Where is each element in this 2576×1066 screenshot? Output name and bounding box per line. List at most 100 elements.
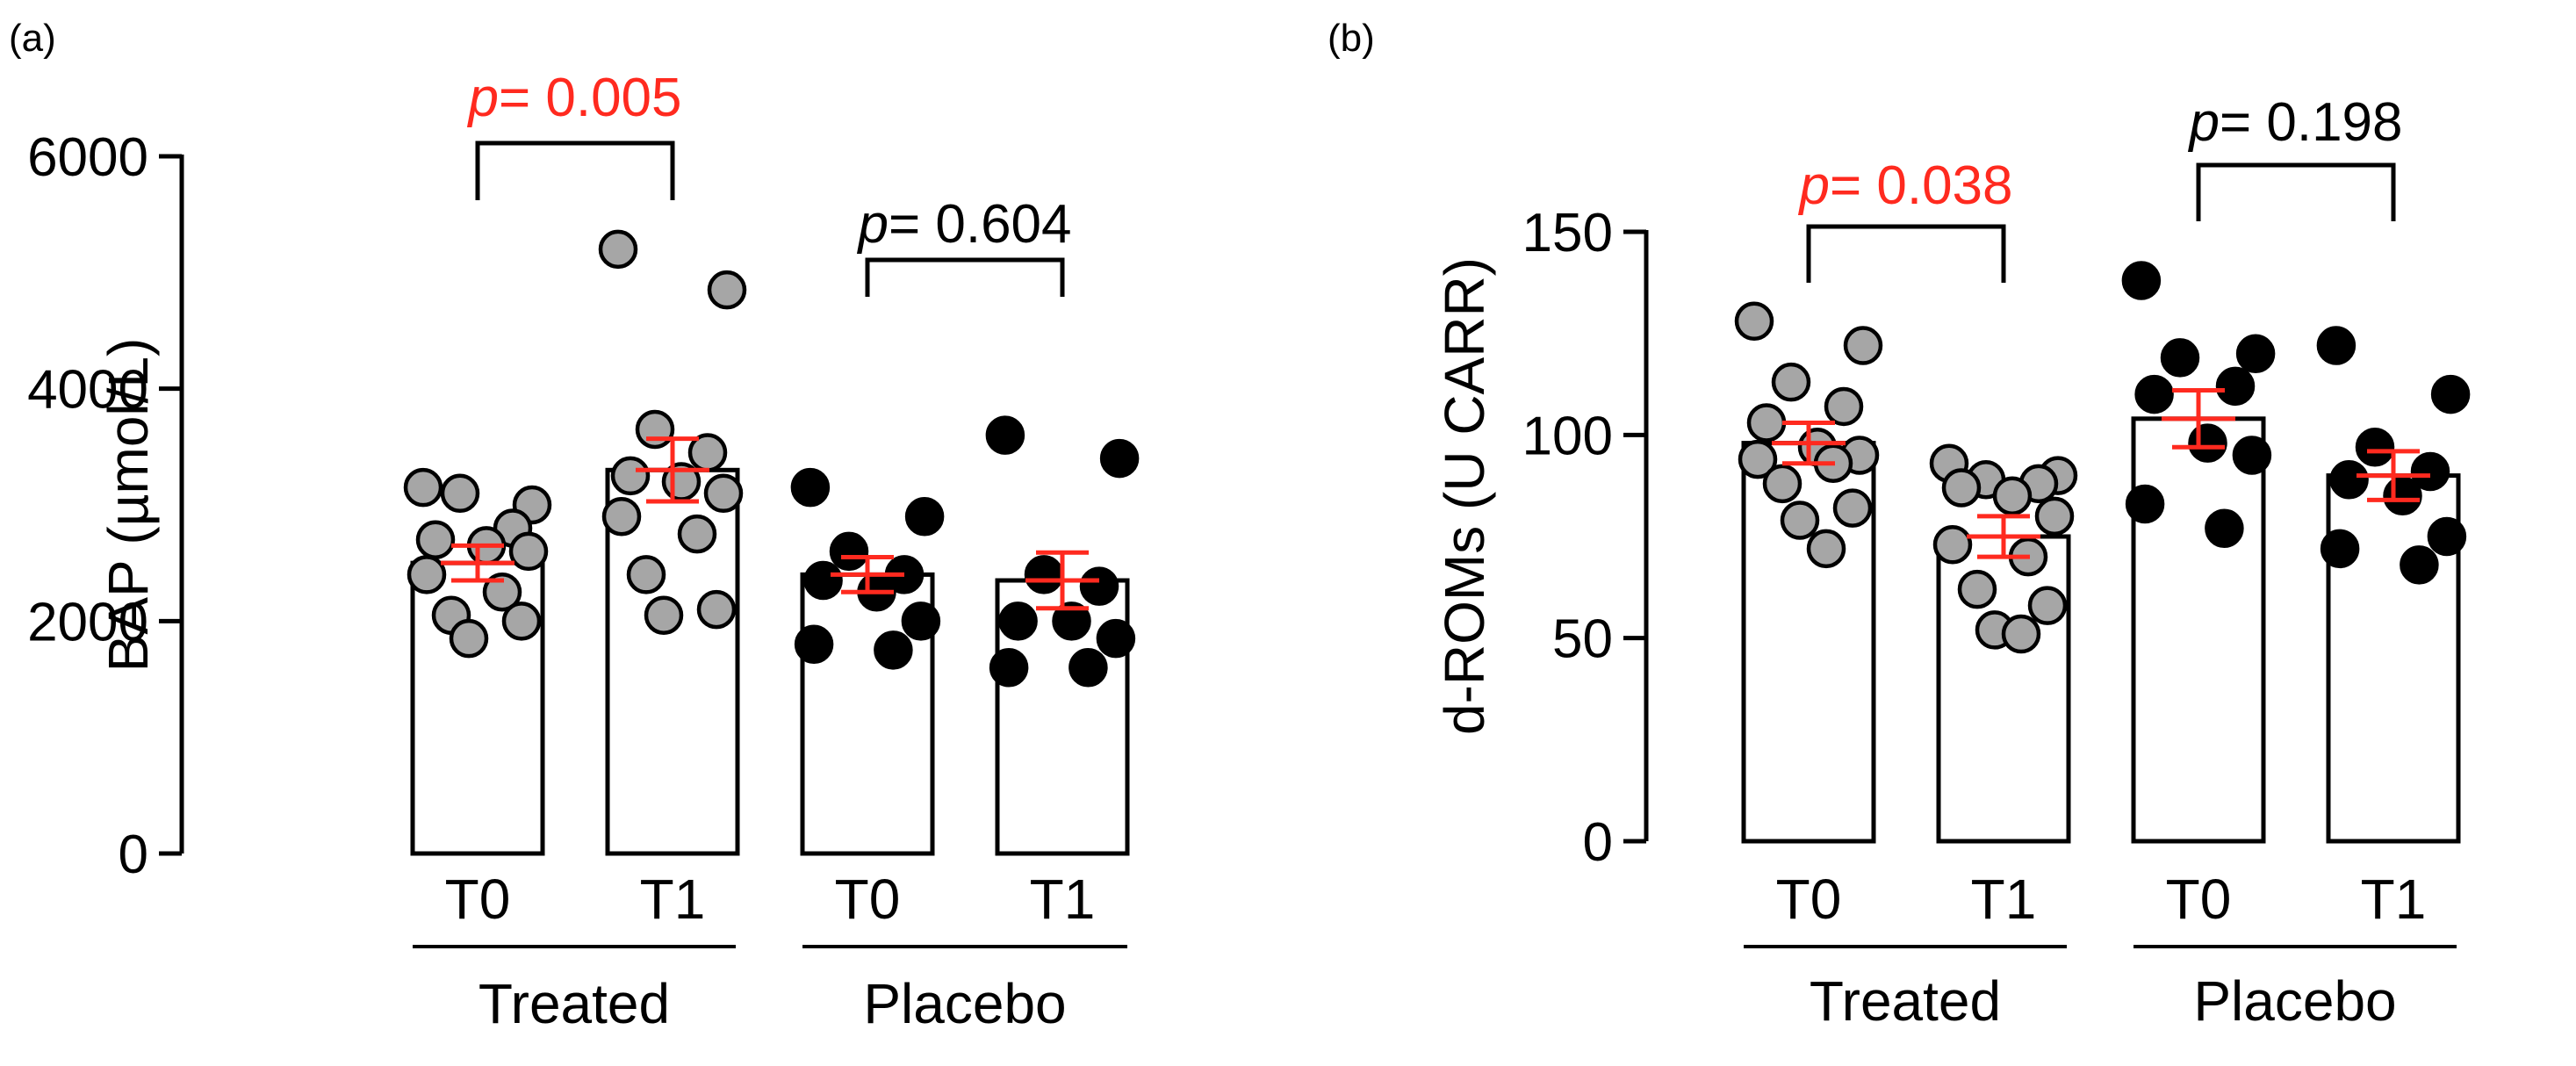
- data-point: [2320, 529, 2360, 569]
- data-point: [874, 630, 913, 670]
- data-point: [829, 531, 869, 572]
- data-point: [2121, 261, 2162, 300]
- data-point: [2232, 436, 2272, 475]
- significance-bracket: [1806, 224, 2006, 283]
- data-point: [1734, 301, 1774, 342]
- x-tick-label: T0: [445, 868, 511, 931]
- error-bar-3: [1025, 550, 1099, 611]
- data-point: [2001, 614, 2041, 654]
- data-point: [2235, 334, 2276, 374]
- data-point: [794, 624, 834, 665]
- data-point: [598, 229, 638, 270]
- data-point: [985, 415, 1025, 455]
- x-tick-label: T0: [835, 868, 901, 931]
- data-point: [2355, 427, 2395, 467]
- p-value-label: p= 0.604: [856, 194, 1071, 255]
- y-tick-label: 2000: [27, 592, 148, 652]
- p-value-symbol: p: [2187, 92, 2219, 153]
- data-point: [677, 514, 717, 554]
- data-point: [1780, 501, 1820, 540]
- data-point: [2410, 451, 2450, 492]
- error-bar-2: [2162, 387, 2235, 450]
- data-point: [635, 409, 675, 450]
- error-bar-1: [1967, 514, 2040, 559]
- data-point: [2329, 459, 2369, 500]
- data-point: [1069, 648, 1108, 688]
- y-axis-title: d-ROMs (U CARR): [1433, 257, 1496, 735]
- error-bar-1: [636, 436, 709, 504]
- data-point: [449, 618, 489, 659]
- p-value-symbol: p: [856, 194, 888, 255]
- data-point: [601, 496, 642, 537]
- error-bar-0: [1772, 420, 1846, 466]
- data-point: [2383, 476, 2422, 515]
- data-point: [989, 648, 1029, 688]
- data-point: [1052, 601, 1091, 641]
- data-point: [440, 473, 480, 514]
- x-tick-label: T1: [640, 868, 706, 931]
- data-point: [2160, 338, 2200, 378]
- error-bar-2: [831, 555, 904, 594]
- data-point: [2134, 374, 2174, 414]
- data-point: [1992, 476, 2033, 515]
- p-value-label: p= 0.005: [466, 68, 681, 128]
- x-tick-label: T1: [1971, 868, 2037, 931]
- p-value-number: = 0.005: [499, 68, 682, 128]
- data-point: [2188, 423, 2227, 463]
- data-point: [1771, 362, 1811, 402]
- y-tick-label: 0: [119, 825, 148, 885]
- y-tick-label: 0: [1583, 812, 1613, 873]
- data-point: [1824, 386, 1864, 427]
- data-point: [644, 595, 684, 635]
- error-bar-3: [2357, 449, 2430, 502]
- y-axis-title: BAP (µmol/L): [97, 338, 160, 673]
- group-label: Placebo: [863, 972, 1066, 1035]
- data-point: [707, 270, 747, 310]
- data-point: [1932, 525, 1973, 565]
- y-tick-label: 100: [1522, 406, 1613, 466]
- x-tick-label: T0: [1776, 868, 1842, 931]
- data-point: [2430, 374, 2471, 414]
- p-value-label: p= 0.038: [1797, 155, 2012, 216]
- bar-2: [2131, 416, 2266, 844]
- data-point: [1746, 403, 1787, 443]
- y-tick-label: 150: [1522, 203, 1613, 263]
- data-point: [2205, 508, 2244, 548]
- data-point: [2427, 516, 2467, 557]
- data-point: [2215, 366, 2256, 407]
- data-point: [2125, 484, 2165, 524]
- data-point: [1096, 618, 1136, 659]
- data-point: [610, 456, 651, 496]
- data-point: [2316, 326, 2357, 365]
- significance-bracket: [2196, 162, 2396, 221]
- data-point: [501, 601, 542, 641]
- group-label: Placebo: [2193, 969, 2396, 1033]
- data-point: [626, 555, 666, 594]
- significance-bracket: [865, 257, 1065, 297]
- error-bar-0: [441, 543, 514, 583]
- data-point: [403, 467, 443, 508]
- data-point: [1806, 529, 1846, 569]
- p-value-label: p= 0.198: [2187, 92, 2402, 153]
- data-point: [904, 496, 945, 537]
- data-point: [1738, 439, 1778, 479]
- p-value-number: = 0.604: [889, 194, 1072, 255]
- panel-label: (a): [9, 17, 56, 60]
- data-point: [998, 601, 1038, 641]
- y-tick-label: 4000: [27, 360, 148, 421]
- x-tick-label: T1: [2361, 868, 2427, 931]
- data-point: [407, 555, 447, 594]
- x-tick-label: T0: [2166, 868, 2232, 931]
- data-point: [1024, 555, 1064, 594]
- significance-bracket: [475, 140, 675, 200]
- p-value-number: = 0.038: [1830, 155, 2013, 216]
- group-label: Treated: [479, 972, 670, 1035]
- data-point: [1832, 488, 1873, 528]
- x-tick-label: T1: [1030, 868, 1096, 931]
- data-point: [415, 520, 456, 559]
- data-point: [803, 560, 843, 601]
- data-point: [2027, 586, 2068, 625]
- p-value-number: = 0.198: [2220, 92, 2403, 153]
- data-point: [1079, 566, 1119, 606]
